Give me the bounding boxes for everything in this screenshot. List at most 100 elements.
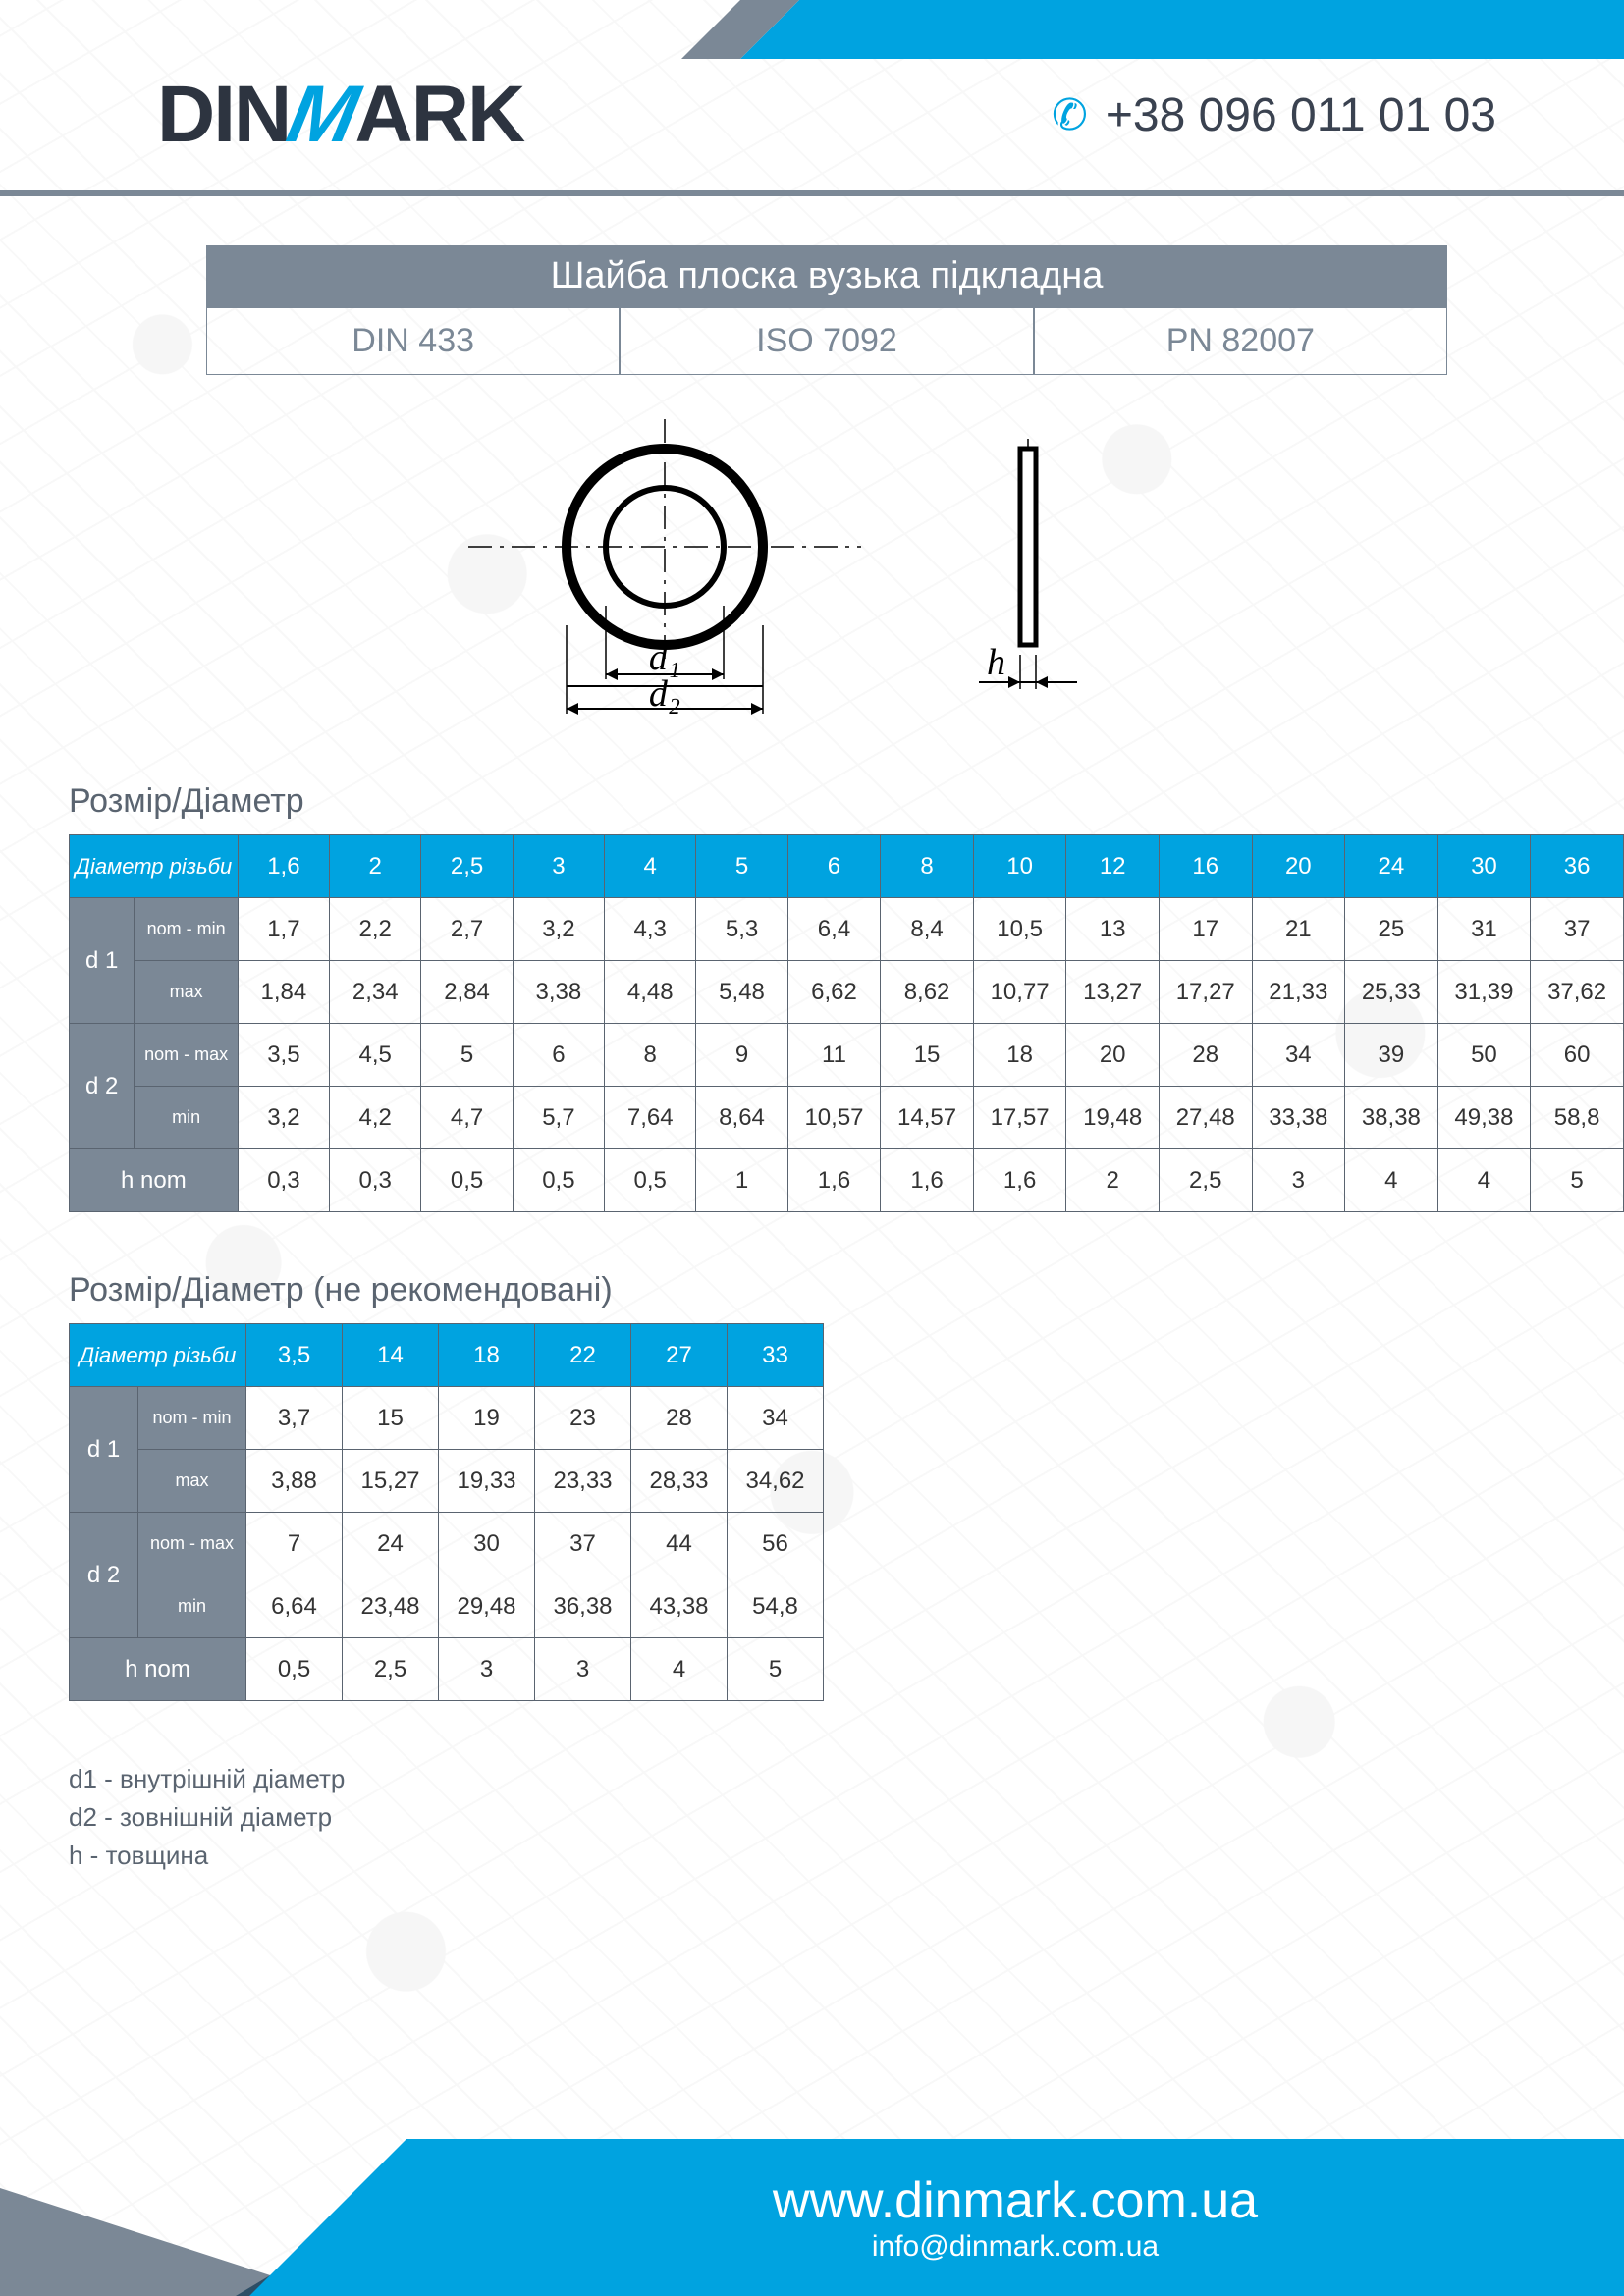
table-cell: 0,5	[246, 1638, 343, 1701]
row-group-label: d 2	[70, 1024, 135, 1149]
table-cell: 1,6	[787, 1149, 881, 1212]
row-group-label: d 1	[70, 898, 135, 1024]
table-cell: 1,7	[238, 898, 329, 961]
table-cell: 60	[1531, 1024, 1624, 1087]
table-cell: 10,77	[973, 961, 1066, 1024]
table-cell: 6,4	[787, 898, 881, 961]
table-cell: 2,7	[421, 898, 513, 961]
table-cell: 8,62	[881, 961, 974, 1024]
table-cell: 10,5	[973, 898, 1066, 961]
table-cell: 9	[696, 1024, 787, 1087]
table-cell: 8,4	[881, 898, 974, 961]
table-cell: 34,62	[728, 1450, 824, 1513]
phone: ✆ +38 096 011 01 03	[1052, 88, 1496, 142]
table-cell: 23,33	[535, 1450, 631, 1513]
row-sublabel: max	[135, 961, 238, 1024]
table-cell: 58,8	[1531, 1087, 1624, 1149]
table-cell: 0,3	[330, 1149, 421, 1212]
table-cell: 5,48	[696, 961, 787, 1024]
table-cell: 3	[535, 1638, 631, 1701]
spec-table-1: Діаметр різьби1,622,53456810121620243036…	[69, 834, 1624, 1212]
thread-size: 24	[1345, 835, 1438, 898]
row-sublabel: min	[135, 1087, 238, 1149]
page-title: Шайба плоска вузька підкладна	[206, 245, 1447, 307]
table-cell: 5	[421, 1024, 513, 1087]
phone-number: +38 096 011 01 03	[1106, 88, 1496, 142]
table-cell: 3	[439, 1638, 535, 1701]
standards-row: DIN 433 ISO 7092 PN 82007	[206, 307, 1447, 375]
table-cell: 33,38	[1252, 1087, 1345, 1149]
table-cell: 43,38	[631, 1575, 728, 1638]
table-cell: 25,33	[1345, 961, 1438, 1024]
legend-h: h - товщина	[69, 1837, 1624, 1875]
table-cell: 5,3	[696, 898, 787, 961]
d2-label: d₂	[649, 673, 680, 715]
table-cell: 34	[1252, 1024, 1345, 1087]
logo-m: M	[280, 69, 364, 161]
table-cell: 17,57	[973, 1087, 1066, 1149]
legend-d2: d2 - зовнішній діаметр	[69, 1798, 1624, 1837]
table-cell: 28	[1159, 1024, 1252, 1087]
table-cell: 17,27	[1159, 961, 1252, 1024]
thread-size: 30	[1437, 835, 1531, 898]
standard-pn: PN 82007	[1034, 307, 1447, 375]
table-cell: 10,57	[787, 1087, 881, 1149]
table-cell: 18	[973, 1024, 1066, 1087]
table-cell: 19,33	[439, 1450, 535, 1513]
table1-heading: Розмір/Діаметр	[69, 782, 1624, 821]
table-cell: 3,2	[238, 1087, 329, 1149]
header-divider	[0, 190, 1624, 196]
phone-icon: ✆	[1052, 90, 1088, 140]
row-group-label: d 2	[70, 1513, 138, 1638]
table-cell: 4	[1437, 1149, 1531, 1212]
legend-d1: d1 - внутрішній діаметр	[69, 1760, 1624, 1798]
table-cell: 28,33	[631, 1450, 728, 1513]
table-cell: 37,62	[1531, 961, 1624, 1024]
table-cell: 37	[535, 1513, 631, 1575]
table-cell: 3,5	[238, 1024, 329, 1087]
thread-size: 12	[1066, 835, 1160, 898]
table-cell: 11	[787, 1024, 881, 1087]
spec-table-2: Діаметр різьби3,51418222733d 1nom - min3…	[69, 1323, 824, 1701]
row-group-label: d 1	[70, 1387, 138, 1513]
table-cell: 36,38	[535, 1575, 631, 1638]
row-sublabel: nom - max	[135, 1024, 238, 1087]
table-cell: 4	[1345, 1149, 1438, 1212]
legend: d1 - внутрішній діаметр d2 - зовнішній д…	[69, 1760, 1624, 1875]
thread-size: 6	[787, 835, 881, 898]
table-cell: 14,57	[881, 1087, 974, 1149]
table-cell: 29,48	[439, 1575, 535, 1638]
table-cell: 1,6	[881, 1149, 974, 1212]
table-cell: 8	[605, 1024, 696, 1087]
table-cell: 50	[1437, 1024, 1531, 1087]
standard-iso: ISO 7092	[620, 307, 1033, 375]
thread-size: 18	[439, 1324, 535, 1387]
thread-size: 2,5	[421, 835, 513, 898]
table-cell: 1,84	[238, 961, 329, 1024]
h-label: h	[987, 642, 1005, 683]
washer-side-view: h	[940, 429, 1116, 723]
table-cell: 2,2	[330, 898, 421, 961]
table-cell: 6,62	[787, 961, 881, 1024]
thread-size: 2	[330, 835, 421, 898]
footer-mail: info@dinmark.com.ua	[872, 2230, 1159, 2264]
table-cell: 0,5	[421, 1149, 513, 1212]
table-cell: 37	[1531, 898, 1624, 961]
table-cell: 4,5	[330, 1024, 421, 1087]
table-cell: 19	[439, 1387, 535, 1450]
table-cell: 38,38	[1345, 1087, 1438, 1149]
logo-pre: DIN	[157, 70, 290, 159]
thread-size: 33	[728, 1324, 824, 1387]
thread-size: 20	[1252, 835, 1345, 898]
thread-label: Діаметр різьби	[70, 1324, 246, 1387]
table-cell: 6,64	[246, 1575, 343, 1638]
table-cell: 27,48	[1159, 1087, 1252, 1149]
table-cell: 0,3	[238, 1149, 329, 1212]
table-cell: 13	[1066, 898, 1160, 961]
table-cell: 15	[881, 1024, 974, 1087]
table-cell: 4,3	[605, 898, 696, 961]
table-cell: 2,5	[1159, 1149, 1252, 1212]
table-cell: 2,84	[421, 961, 513, 1024]
thread-size: 14	[343, 1324, 439, 1387]
standard-din: DIN 433	[206, 307, 620, 375]
